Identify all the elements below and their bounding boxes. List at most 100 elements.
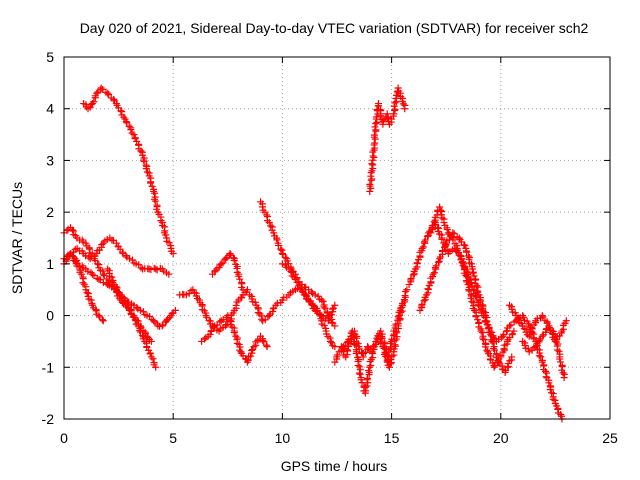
x-tick-label: 0 xyxy=(60,430,68,446)
data-point xyxy=(347,336,355,344)
data-point xyxy=(380,338,388,346)
data-point xyxy=(247,352,255,360)
data-point xyxy=(465,287,473,295)
data-point xyxy=(259,337,267,345)
data-point xyxy=(525,332,533,340)
data-point xyxy=(542,367,550,375)
data-point xyxy=(162,231,170,239)
data-point xyxy=(387,356,395,364)
trace-14 xyxy=(337,286,411,371)
data-point xyxy=(437,211,445,219)
data-point xyxy=(343,339,351,347)
data-point xyxy=(427,229,435,237)
data-point xyxy=(499,332,507,340)
data-point xyxy=(508,353,516,361)
data-point xyxy=(122,252,130,260)
data-point xyxy=(490,363,498,371)
data-point xyxy=(206,330,214,338)
data-point xyxy=(492,353,500,361)
data-point xyxy=(421,238,429,246)
data-point xyxy=(420,297,428,305)
data-point xyxy=(157,217,165,225)
data-point xyxy=(491,346,499,354)
data-point xyxy=(147,179,155,187)
data-point xyxy=(440,218,448,226)
data-point xyxy=(146,350,154,358)
x-tick-label: 5 xyxy=(169,430,177,446)
data-point xyxy=(398,299,406,307)
data-point xyxy=(248,347,256,355)
data-point xyxy=(171,306,179,314)
data-point xyxy=(249,346,257,354)
data-point xyxy=(403,286,411,294)
data-point xyxy=(548,327,556,335)
data-point xyxy=(333,351,341,359)
data-point xyxy=(436,255,444,263)
data-point xyxy=(480,336,488,344)
data-point xyxy=(383,353,391,361)
data-point xyxy=(211,267,219,275)
data-point xyxy=(97,84,105,92)
trace-8 xyxy=(198,312,271,366)
data-point xyxy=(391,99,399,107)
data-point xyxy=(254,309,262,317)
data-point xyxy=(367,169,375,177)
data-point xyxy=(532,343,540,351)
y-axis-label: SDTVAR / TECUs xyxy=(9,182,25,294)
data-point xyxy=(455,234,463,242)
trace-20 xyxy=(519,322,568,382)
data-point xyxy=(239,286,247,294)
data-point xyxy=(133,316,141,324)
data-point xyxy=(399,100,407,108)
data-point xyxy=(169,250,177,258)
data-point xyxy=(122,118,130,126)
data-point xyxy=(233,268,241,276)
y-tick-label: 1 xyxy=(46,256,54,272)
data-point xyxy=(363,382,371,390)
data-point xyxy=(535,336,543,344)
data-point xyxy=(108,236,116,244)
data-point xyxy=(84,267,92,275)
data-point xyxy=(465,274,473,282)
data-point xyxy=(331,322,339,330)
data-point xyxy=(311,306,319,314)
data-point xyxy=(265,312,273,320)
data-point xyxy=(485,324,493,332)
data-point xyxy=(371,123,379,131)
data-point xyxy=(372,341,380,349)
data-point xyxy=(374,102,382,110)
data-point xyxy=(318,296,326,304)
data-point xyxy=(466,275,474,283)
data-point xyxy=(434,258,442,266)
data-point xyxy=(432,262,440,270)
data-point xyxy=(409,271,417,279)
trace-12 xyxy=(278,260,339,325)
data-point xyxy=(95,312,103,320)
data-point xyxy=(424,285,432,293)
data-point xyxy=(262,341,270,349)
y-tick-label: 0 xyxy=(46,308,54,324)
trace-5 xyxy=(71,255,107,325)
trace-18 xyxy=(427,203,566,423)
data-point xyxy=(431,264,439,272)
data-point xyxy=(354,361,362,369)
data-point xyxy=(318,312,326,320)
data-point xyxy=(222,322,230,330)
data-point xyxy=(535,352,543,360)
data-point xyxy=(326,337,334,345)
data-point xyxy=(311,291,319,299)
data-point xyxy=(370,131,378,139)
trace-11 xyxy=(257,198,339,351)
data-point xyxy=(413,259,421,267)
data-point xyxy=(69,226,77,234)
data-point xyxy=(93,89,101,97)
data-point xyxy=(382,350,390,358)
data-point xyxy=(468,298,476,306)
data-point xyxy=(130,131,138,139)
data-point xyxy=(385,363,393,371)
data-point xyxy=(467,294,475,302)
data-point xyxy=(263,211,271,219)
data-point xyxy=(372,113,380,121)
data-point xyxy=(94,260,102,268)
